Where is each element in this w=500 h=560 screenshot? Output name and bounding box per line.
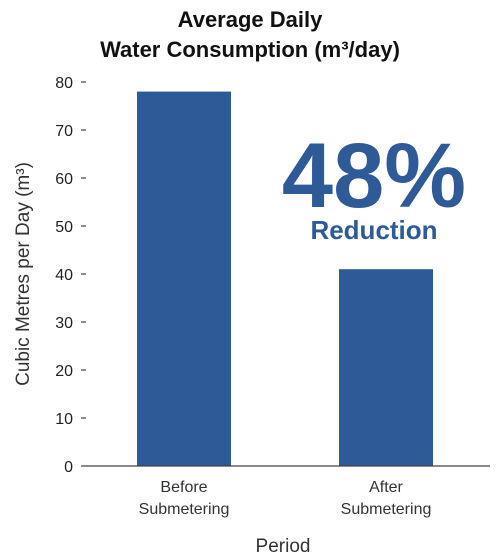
y-tick-label: 80 <box>55 75 73 92</box>
bar <box>339 269 433 466</box>
x-axis-label: Period <box>256 536 311 557</box>
x-category-label: Submetering <box>341 501 432 518</box>
y-tick-label: 20 <box>55 363 73 380</box>
y-tick-label: 10 <box>55 411 73 428</box>
y-tick-label: 30 <box>55 315 73 332</box>
bars <box>137 91 433 466</box>
y-axis-ticks: 0 10 20 30 40 50 60 70 80 <box>55 75 86 476</box>
y-tick-label: 50 <box>55 219 73 236</box>
x-category-label: After <box>369 479 403 496</box>
y-tick-label: 60 <box>55 171 73 188</box>
y-axis-label: Cubic Metres per Day (m³) <box>13 162 34 386</box>
x-category-label: Submetering <box>139 501 230 518</box>
reduction-percentage: 48% <box>282 125 466 227</box>
x-axis-categories: Before Submetering After Submetering <box>139 479 432 518</box>
bar <box>137 91 231 466</box>
reduction-caption: Reduction <box>310 215 437 245</box>
chart-title-line-1: Average Daily <box>178 7 323 32</box>
y-tick-label: 0 <box>64 459 73 476</box>
y-tick-label: 70 <box>55 123 73 140</box>
chart-title-line-2: Water Consumption (m³/day) <box>100 37 400 62</box>
y-tick-label: 40 <box>55 267 73 284</box>
x-category-label: Before <box>160 479 207 496</box>
